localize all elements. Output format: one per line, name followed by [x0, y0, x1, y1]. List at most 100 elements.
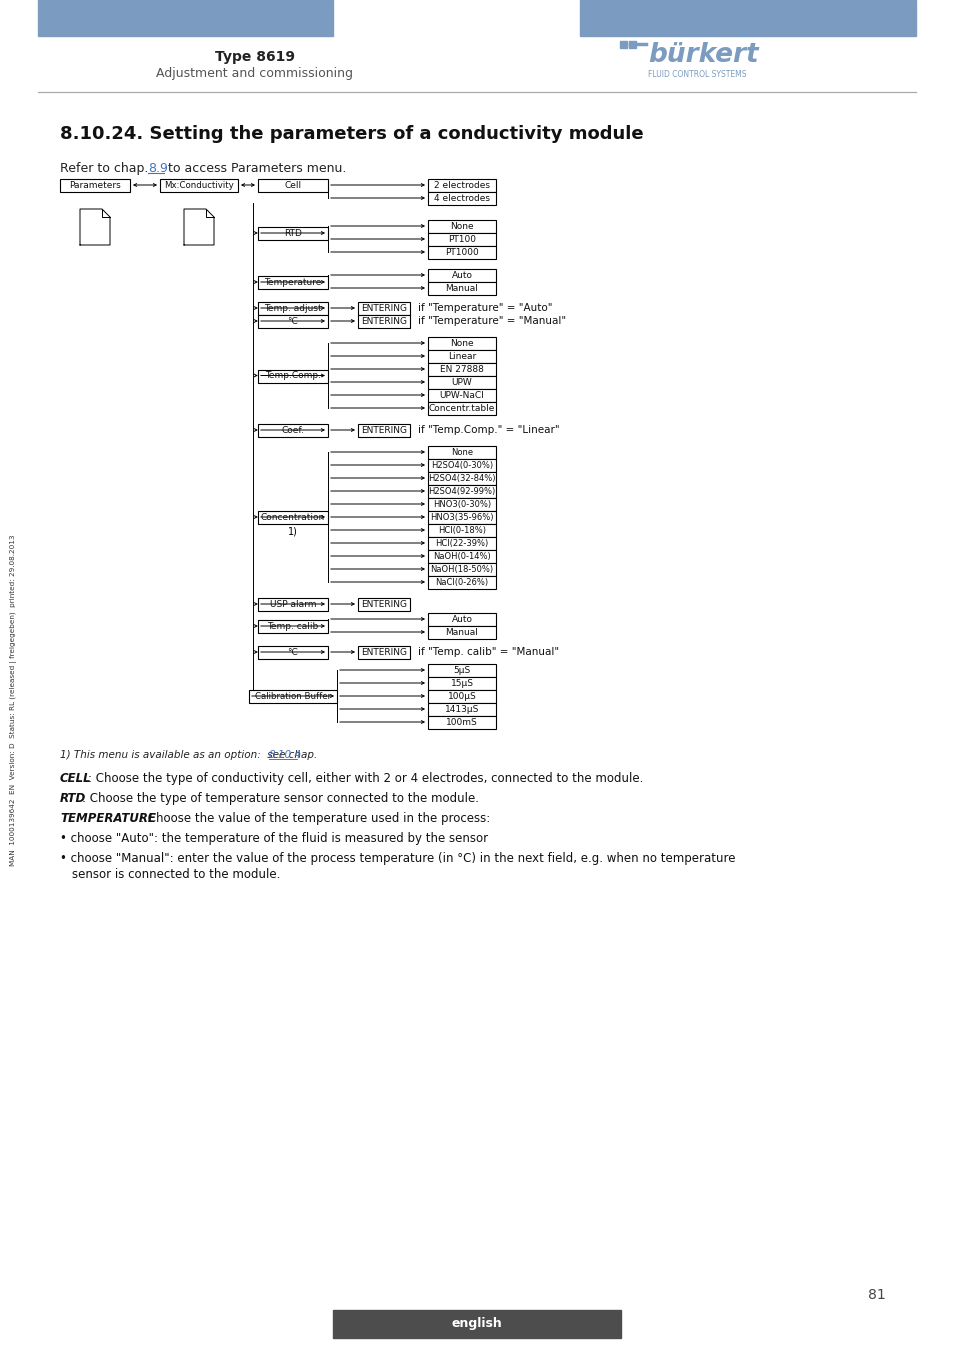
Bar: [428, 690, 496, 703]
Text: MAN  1000139642  EN  Version: D  Status: RL (released | freigegeben)  printed: 2: MAN 1000139642 EN Version: D Status: RL …: [10, 535, 17, 865]
Bar: [257, 180, 328, 192]
Text: • choose "Auto": the temperature of the fluid is measured by the sensor: • choose "Auto": the temperature of the …: [60, 832, 488, 845]
Text: RTD: RTD: [284, 230, 301, 238]
Bar: [579, 0, 915, 36]
Bar: [428, 338, 496, 350]
Bar: [428, 576, 496, 589]
Bar: [357, 598, 410, 612]
Text: Auto: Auto: [451, 616, 472, 624]
Bar: [357, 647, 410, 659]
Bar: [428, 512, 496, 524]
Text: ENTERING: ENTERING: [360, 427, 407, 435]
Text: Temp.Comp.: Temp.Comp.: [265, 371, 320, 381]
Bar: [428, 676, 496, 690]
Text: FLUID CONTROL SYSTEMS: FLUID CONTROL SYSTEMS: [647, 70, 745, 80]
Bar: [357, 315, 410, 328]
Text: 81: 81: [867, 1288, 885, 1301]
Bar: [619, 40, 626, 49]
Bar: [257, 598, 328, 612]
Text: NaOH(0-14%): NaOH(0-14%): [433, 552, 491, 562]
Text: Cell: Cell: [284, 181, 301, 190]
Text: if "Temp. calib" = "Manual": if "Temp. calib" = "Manual": [417, 647, 558, 657]
Bar: [428, 563, 496, 576]
Bar: [428, 459, 496, 472]
Text: bürkert: bürkert: [647, 42, 758, 68]
Text: Parameters: Parameters: [69, 181, 121, 190]
Text: : Choose the value of the temperature used in the process:: : Choose the value of the temperature us…: [140, 811, 490, 825]
Text: : Choose the type of conductivity cell, either with 2 or 4 electrodes, connected: : Choose the type of conductivity cell, …: [88, 772, 642, 784]
Text: Concentration: Concentration: [260, 513, 325, 522]
Text: • choose "Manual": enter the value of the process temperature (in °C) in the nex: • choose "Manual": enter the value of th…: [60, 852, 735, 865]
Bar: [357, 424, 410, 437]
Text: PT1000: PT1000: [445, 248, 478, 256]
Text: ENTERING: ENTERING: [360, 648, 407, 657]
Text: NaOH(18-50%): NaOH(18-50%): [430, 566, 493, 574]
Bar: [428, 234, 496, 246]
Bar: [333, 1310, 620, 1338]
Text: Coef.: Coef.: [281, 427, 304, 435]
Text: if "Temperature" = "Manual": if "Temperature" = "Manual": [417, 316, 565, 325]
Bar: [257, 370, 328, 382]
Text: °C: °C: [287, 317, 298, 325]
Text: HNO3(35-96%): HNO3(35-96%): [430, 513, 494, 522]
Bar: [257, 424, 328, 437]
Bar: [428, 664, 496, 676]
Bar: [428, 363, 496, 377]
Bar: [257, 275, 328, 289]
Text: 1): 1): [288, 526, 297, 536]
Text: ENTERING: ENTERING: [360, 599, 407, 609]
Bar: [257, 302, 328, 315]
Bar: [257, 512, 328, 524]
Bar: [428, 246, 496, 259]
Text: Mx:Conductivity: Mx:Conductivity: [164, 181, 233, 190]
Text: 2 electrodes: 2 electrodes: [434, 181, 490, 190]
Bar: [60, 180, 130, 192]
Text: ENTERING: ENTERING: [360, 304, 407, 313]
Bar: [428, 389, 496, 402]
Bar: [428, 626, 496, 639]
Bar: [428, 192, 496, 205]
Bar: [428, 549, 496, 563]
Text: Refer to chap.: Refer to chap.: [60, 162, 152, 176]
Text: : Choose the type of temperature sensor connected to the module.: : Choose the type of temperature sensor …: [82, 792, 478, 805]
Bar: [357, 302, 410, 315]
Text: 15μS: 15μS: [450, 679, 473, 688]
Text: HNO3(0-30%): HNO3(0-30%): [433, 500, 491, 509]
Bar: [428, 716, 496, 729]
Bar: [428, 613, 496, 626]
Text: Temp. adjust: Temp. adjust: [264, 304, 321, 313]
Text: Linear: Linear: [447, 352, 476, 360]
Text: NaCl(0-26%): NaCl(0-26%): [435, 578, 488, 587]
Text: UPW: UPW: [451, 378, 472, 387]
Bar: [428, 703, 496, 716]
Text: USP alarm: USP alarm: [270, 599, 315, 609]
Text: RTD: RTD: [60, 792, 86, 805]
Bar: [428, 377, 496, 389]
Text: PT100: PT100: [448, 235, 476, 244]
Text: None: None: [451, 448, 473, 458]
Text: 8.9: 8.9: [148, 162, 168, 176]
Bar: [628, 40, 636, 49]
Polygon shape: [80, 209, 110, 244]
Text: °C: °C: [287, 648, 298, 657]
Text: english: english: [451, 1318, 502, 1331]
Text: UPW-NaCl: UPW-NaCl: [439, 392, 484, 400]
Bar: [428, 446, 496, 459]
Text: if "Temp.Comp." = "Linear": if "Temp.Comp." = "Linear": [417, 425, 559, 435]
Text: None: None: [450, 339, 474, 348]
Text: EN 27888: EN 27888: [439, 364, 483, 374]
Text: CELL: CELL: [60, 772, 91, 784]
Bar: [428, 350, 496, 363]
Text: 4 electrodes: 4 electrodes: [434, 194, 490, 202]
Text: 1413μS: 1413μS: [444, 705, 478, 714]
Bar: [257, 647, 328, 659]
Text: H2SO4(32-84%): H2SO4(32-84%): [428, 474, 496, 483]
Bar: [257, 227, 328, 240]
Bar: [160, 180, 237, 192]
Text: Adjustment and commissioning: Adjustment and commissioning: [156, 68, 354, 80]
Bar: [428, 472, 496, 485]
Bar: [428, 402, 496, 414]
Bar: [257, 620, 328, 633]
Text: Type 8619: Type 8619: [214, 50, 294, 63]
Text: Temp. calib: Temp. calib: [267, 622, 318, 630]
